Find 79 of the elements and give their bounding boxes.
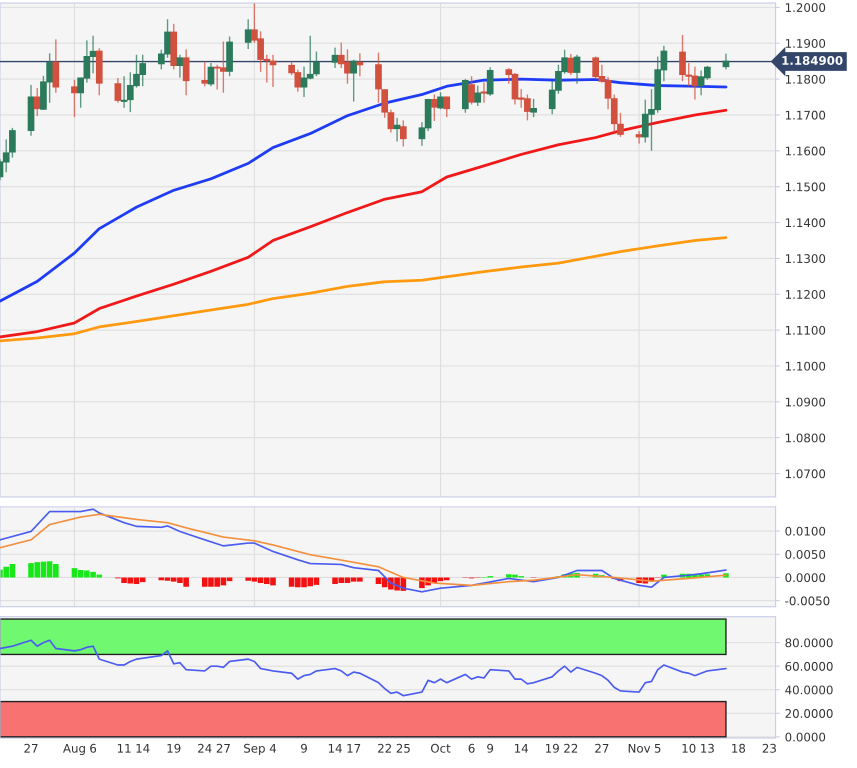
candlestick [437, 92, 444, 110]
ref-line-label: 1.184900 [782, 56, 843, 65]
x-tick-label: 11 [118, 744, 131, 753]
line-series [0, 108, 728, 338]
candlestick [574, 54, 580, 84]
x-tick-label: 27 [216, 744, 230, 753]
x-tick-label: 10 [682, 744, 696, 753]
x-tick-label: 6 [90, 744, 96, 753]
candlestick [567, 54, 574, 76]
candlestick [486, 67, 494, 96]
x-tick-label: 17 [347, 744, 360, 753]
y-tick-label: 1.0700 [786, 469, 826, 478]
candlestick [636, 131, 642, 144]
y-tick-label: 1.1100 [786, 326, 826, 335]
x-tick-label: Aug [63, 744, 85, 756]
x-tick-label: 22 [378, 744, 392, 753]
candlestick [356, 53, 364, 76]
y-tick-label: 1.0900 [786, 398, 826, 407]
line-series [0, 639, 727, 696]
x-tick-label: 14 [136, 744, 150, 753]
y-tick-label: 0.0050 [785, 550, 826, 559]
x-tick-label: 22 [564, 744, 578, 753]
x-tick-label: 5 [654, 744, 660, 753]
x-tick-label: 6 [468, 744, 475, 753]
x-tick-label: 9 [301, 744, 307, 753]
candlestick [430, 94, 438, 122]
x-tick-label: 19 [168, 744, 180, 753]
y-tick-label: 1.2000 [786, 3, 826, 12]
y-tick-label: 60.0000 [785, 662, 833, 671]
line-series [0, 236, 728, 342]
y-tick-label: 1.1500 [786, 182, 826, 192]
candlestick [480, 82, 488, 103]
x-tick-label: Oct [430, 744, 450, 753]
x-tick-label: Sep [244, 744, 265, 756]
x-tick-label: 19 [546, 744, 559, 753]
candlestick [530, 98, 537, 118]
y-tick-label: 1.1200 [786, 290, 826, 299]
candlestick [332, 48, 338, 68]
candlestick [443, 96, 450, 118]
x-tick-label: 27 [595, 744, 608, 753]
x-tick-label: 14 [514, 744, 528, 753]
x-tick-label: 14 [328, 744, 342, 753]
y-tick-label: 1.1000 [786, 362, 826, 371]
y-tick-label: 1.1700 [786, 110, 826, 120]
x-tick-label: 25 [396, 744, 410, 753]
y-tick-label: 0.0000 [785, 573, 826, 582]
candlestick [201, 62, 208, 86]
x-tick-label: 9 [487, 744, 494, 753]
y-tick-label: -0.0050 [785, 596, 830, 606]
y-tick-label: 20.0000 [785, 709, 833, 718]
y-tick-label: 1.0800 [786, 433, 826, 442]
y-tick-label: 1.1400 [786, 218, 826, 228]
y-tick-label: 1.1900 [786, 38, 826, 48]
y-tick-label: 1.1600 [786, 146, 826, 156]
candlestick [208, 62, 214, 86]
candlestick [722, 54, 730, 70]
x-tick-label: 18 [732, 744, 746, 753]
x-tick-label: Nov [628, 744, 650, 753]
y-tick-label: 0.0000 [785, 732, 826, 742]
x-tick-label: 27 [24, 744, 38, 753]
candlestick [176, 54, 184, 78]
y-tick-label: 1.1800 [786, 74, 826, 84]
candlestick [71, 80, 78, 118]
y-tick-label: 40.0000 [785, 685, 833, 694]
y-tick-label: 1.1300 [786, 254, 826, 264]
candlestick [34, 88, 41, 116]
candlestick [468, 76, 475, 105]
y-tick-label: 80.0000 [785, 638, 833, 648]
candlestick [114, 78, 122, 103]
candlestick [474, 86, 482, 106]
candlestick [350, 60, 358, 102]
candlestick [182, 49, 190, 96]
x-tick-label: 13 [701, 744, 714, 753]
candlestick [400, 120, 407, 146]
x-tick-label: 23 [762, 744, 776, 753]
x-tick-label: 24 [198, 744, 212, 753]
x-tick-label: 4 [270, 744, 276, 753]
candlestick [244, 19, 252, 49]
y-tick-label: 0.0100 [785, 526, 826, 536]
